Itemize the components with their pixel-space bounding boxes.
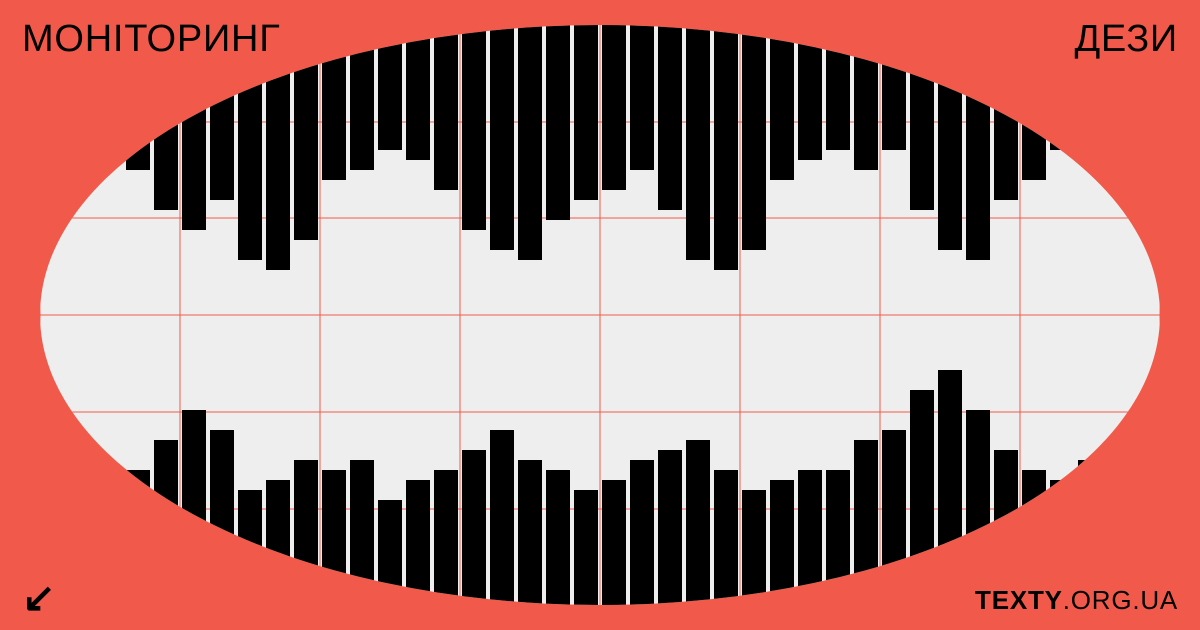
chart-svg: [0, 0, 1200, 630]
brand-bold: TEXTY: [975, 585, 1063, 615]
arrow-icon: ↙: [22, 578, 56, 618]
brand-rest: .ORG.UA: [1063, 585, 1178, 615]
title-right: ДЕЗИ: [1074, 18, 1178, 61]
infographic-canvas: МОНІТОРИНГ ДЕЗИ ↙ TEXTY.ORG.UA: [0, 0, 1200, 630]
brand-label: TEXTY.ORG.UA: [975, 585, 1178, 616]
title-left: МОНІТОРИНГ: [22, 18, 281, 61]
